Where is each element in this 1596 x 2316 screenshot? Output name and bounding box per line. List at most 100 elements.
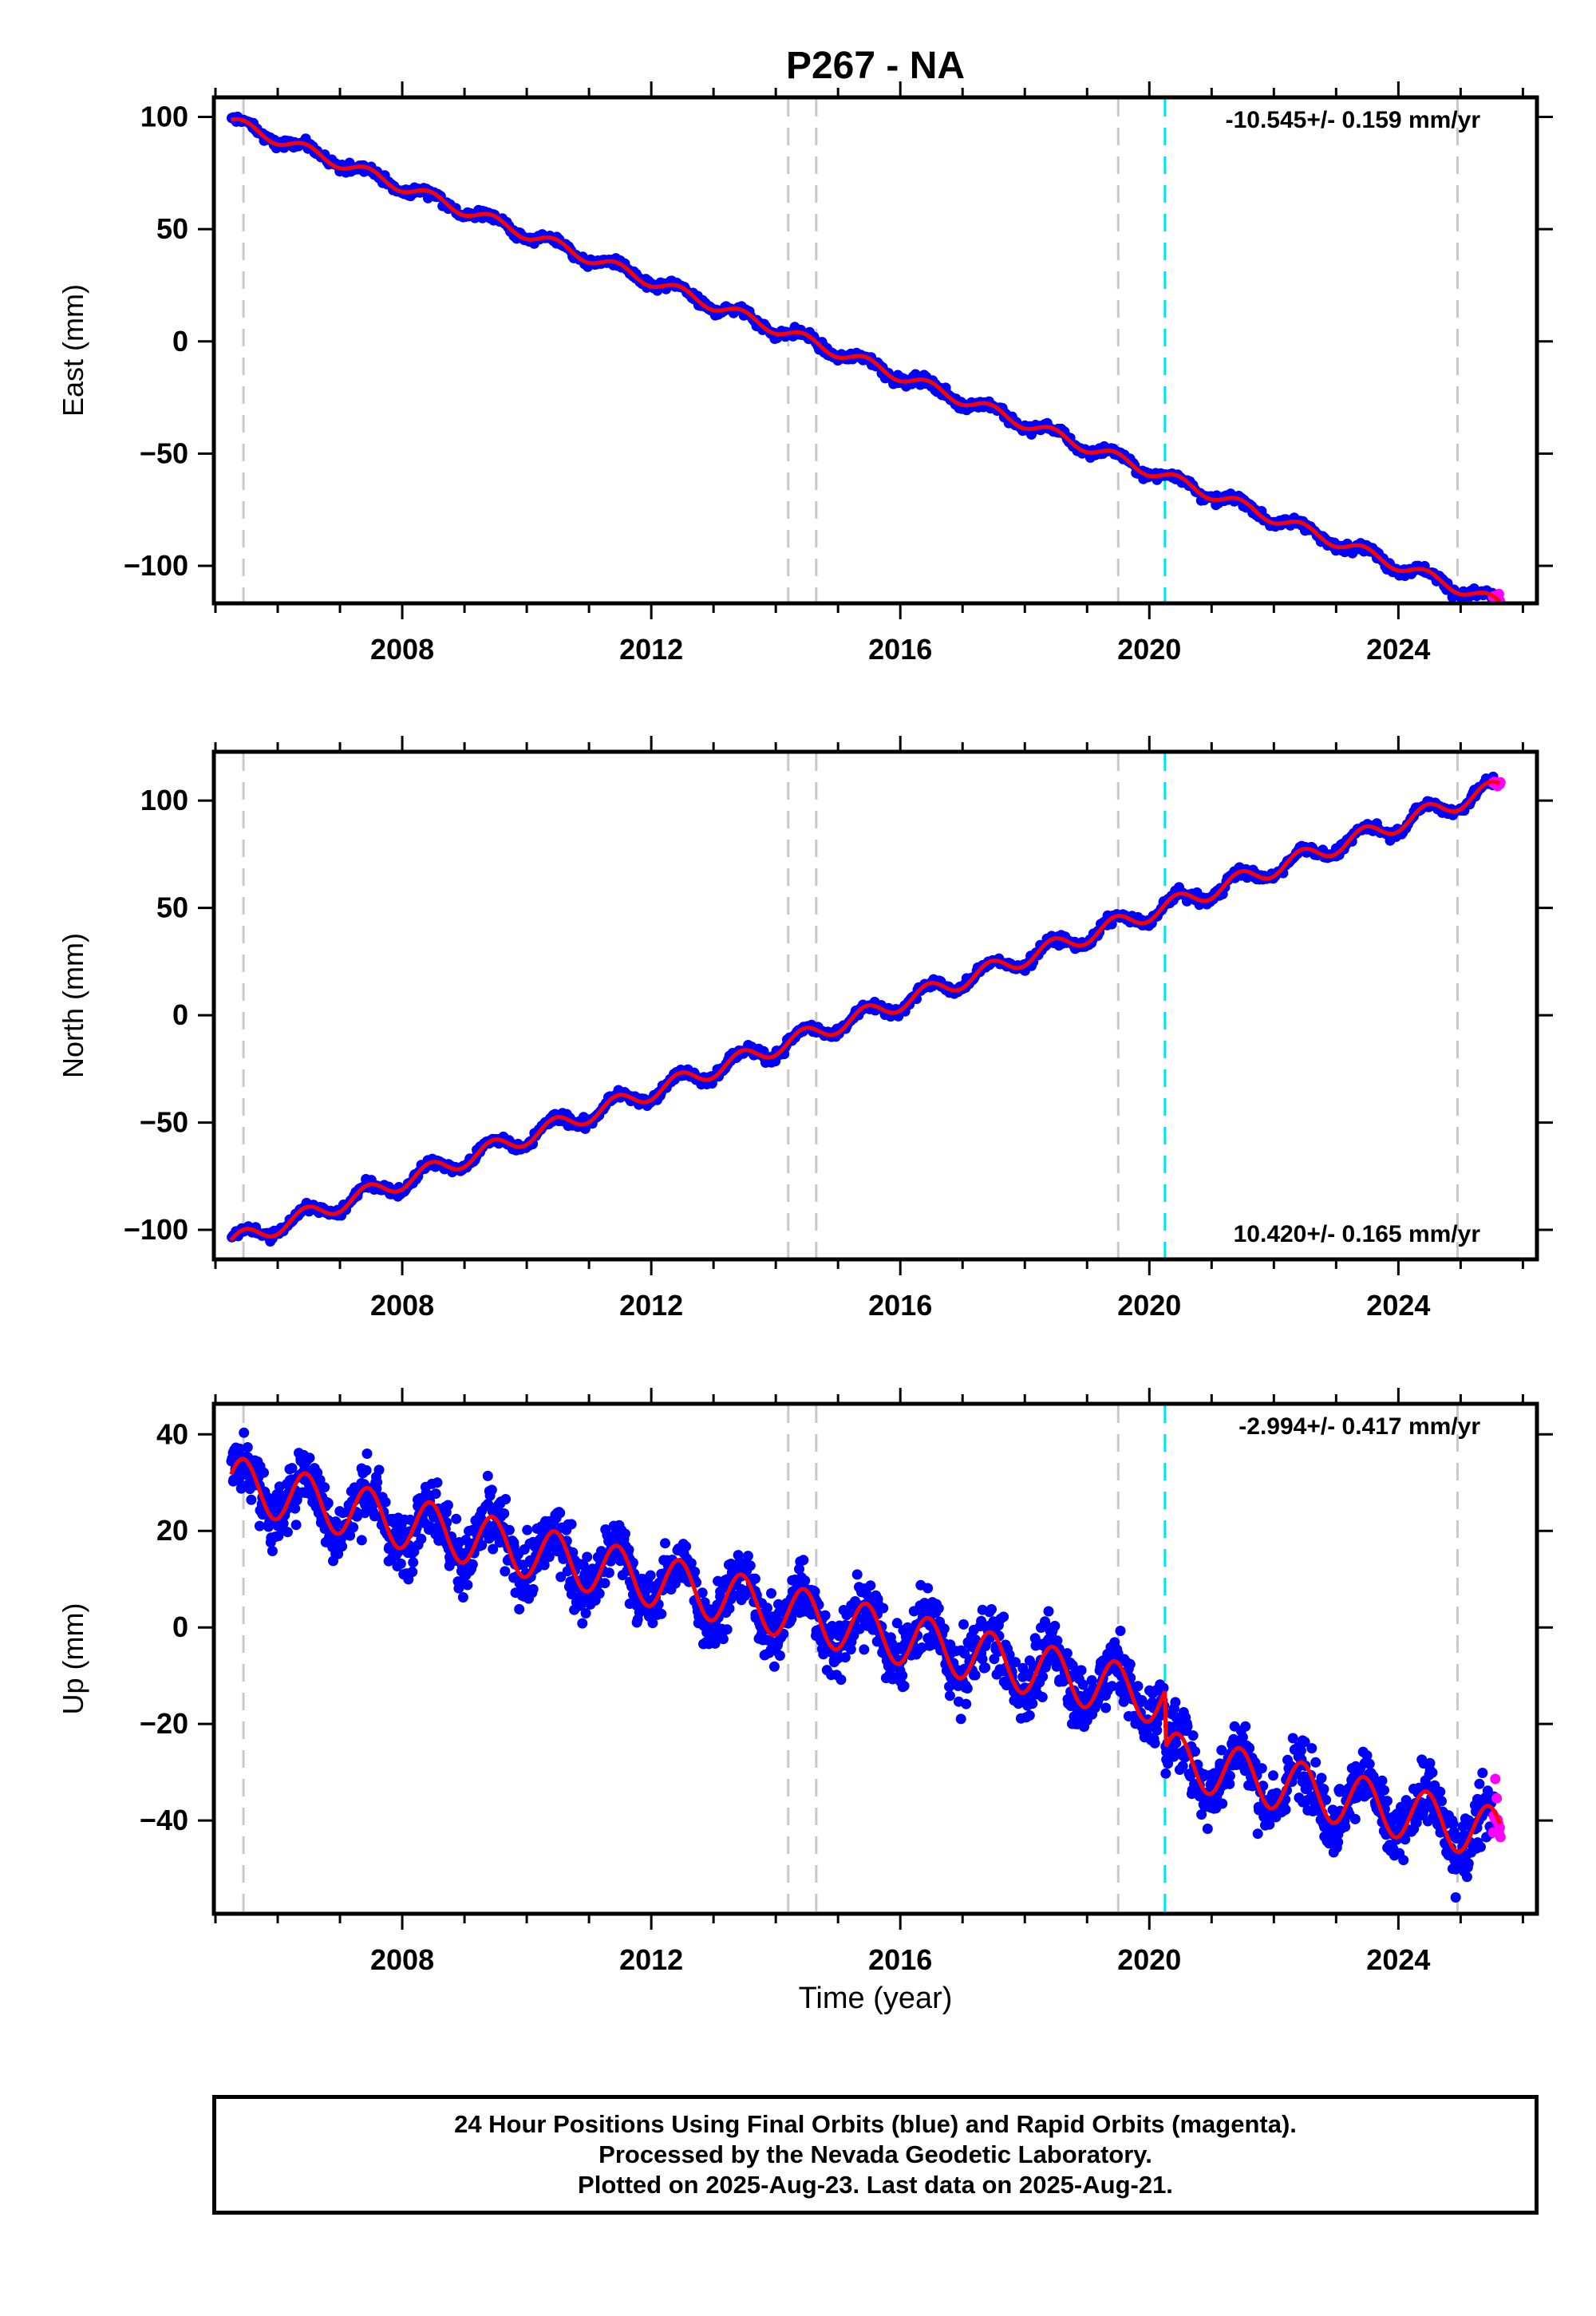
data-point-final <box>1217 1798 1228 1809</box>
data-point-final <box>1364 1758 1375 1769</box>
data-point-final <box>1377 1775 1388 1786</box>
data-point-rapid <box>1494 1822 1505 1833</box>
data-point-final <box>356 1535 367 1546</box>
data-point-final <box>395 1558 406 1569</box>
data-point-final <box>1224 1770 1235 1781</box>
data-point-final <box>619 1528 630 1539</box>
data-point-final <box>1306 1743 1317 1754</box>
data-point-final <box>361 1464 372 1476</box>
y-axis-label: Up (mm) <box>57 1603 89 1715</box>
data-point-final <box>408 1557 419 1568</box>
y-tick-label: −40 <box>140 1804 188 1836</box>
data-point-final <box>407 1567 418 1578</box>
data-point-final <box>645 1570 656 1581</box>
data-point-final <box>290 1503 301 1514</box>
data-point-final <box>522 1524 533 1535</box>
data-point-final <box>235 1443 245 1454</box>
data-point-final <box>922 1583 934 1594</box>
data-point-final <box>1461 1871 1472 1883</box>
data-point-final <box>938 1623 950 1634</box>
data-point-final <box>1476 1841 1486 1852</box>
data-point-final <box>1463 1858 1474 1869</box>
data-point-final <box>290 1520 302 1531</box>
data-point-final <box>1381 1796 1393 1807</box>
data-point-final <box>500 1566 511 1577</box>
data-point-rapid <box>1491 1792 1503 1804</box>
velocity-label: 10.420+/- 0.165 mm/yr <box>1234 1221 1481 1247</box>
data-point-final <box>482 1470 493 1481</box>
data-point-rapid <box>1490 1773 1501 1784</box>
data-point-final <box>749 1573 760 1584</box>
data-point-final <box>1037 1692 1048 1702</box>
data-point-final <box>1477 1768 1488 1778</box>
data-point-final <box>1061 1648 1073 1659</box>
data-point-final <box>899 1681 910 1691</box>
data-point-final <box>836 1674 847 1686</box>
data-point-final <box>978 1662 990 1674</box>
y-tick-label: 0 <box>172 998 188 1031</box>
data-point-final <box>1287 1733 1298 1744</box>
processing-info-line: Processed by the Nevada Geodetic Laborat… <box>598 2140 1152 2168</box>
x-tick-label: 2008 <box>370 1943 434 1976</box>
data-point-final <box>1202 1824 1213 1834</box>
data-point-final <box>681 1541 692 1552</box>
data-point-final <box>580 1608 591 1618</box>
data-point-final <box>319 1482 330 1493</box>
data-point-final <box>467 1559 478 1570</box>
data-point-final <box>742 1551 753 1562</box>
data-point-final <box>656 1608 667 1619</box>
data-point-final <box>1043 1606 1054 1617</box>
data-point-final <box>416 1533 427 1544</box>
data-point-rapid <box>1495 1832 1506 1843</box>
data-point-final <box>774 1650 785 1661</box>
data-point-final <box>451 1513 462 1524</box>
x-tick-label: 2024 <box>1366 1289 1430 1322</box>
data-point-final <box>462 1579 473 1591</box>
data-point-final <box>457 1592 468 1603</box>
x-tick-label: 2020 <box>1117 633 1181 666</box>
panel-north: −100 −50 0 50 100 2008 2012 2016 2020 2024 North (… <box>57 736 1553 1322</box>
data-point-final <box>1318 1784 1329 1795</box>
plot-frame <box>211 95 1539 606</box>
y-axis-label: North (mm) <box>57 933 89 1078</box>
data-point-final <box>1450 1892 1461 1903</box>
data-point-final <box>1316 1773 1327 1784</box>
data-point-final <box>599 1578 610 1589</box>
data-point-final <box>246 1494 257 1505</box>
data-point-final <box>322 1497 334 1508</box>
data-point-final <box>721 1624 733 1635</box>
plot-frame <box>211 749 1539 1262</box>
x-tick-label: 2008 <box>370 633 434 666</box>
y-tick-label: 50 <box>156 212 188 245</box>
velocity-label: -10.545+/- 0.159 mm/yr <box>1226 107 1481 133</box>
data-point-final <box>1124 1658 1136 1670</box>
data-point-final <box>1115 1626 1126 1636</box>
data-point-final <box>1340 1821 1351 1832</box>
data-point-final <box>958 1618 969 1630</box>
data-point-final <box>1160 1768 1171 1779</box>
data-point-final <box>717 1634 729 1645</box>
data-point-final <box>594 1588 605 1599</box>
processing-info-line: 24 Hour Positions Using Final Orbits (bl… <box>454 2110 1297 2138</box>
data-point-final <box>1027 1698 1038 1709</box>
final-orbits-points <box>226 1427 1499 1903</box>
x-tick-label: 2012 <box>619 633 683 666</box>
x-tick-label: 2016 <box>868 1943 932 1976</box>
data-point-final <box>970 1670 981 1681</box>
data-point-final <box>582 1551 593 1563</box>
data-point-final <box>768 1661 780 1672</box>
data-point-final <box>1349 1813 1361 1824</box>
data-point-final <box>348 1522 359 1533</box>
y-tick-label: 0 <box>172 325 188 358</box>
data-point-final <box>1132 1681 1144 1692</box>
velocity-label: -2.994+/- 0.417 mm/yr <box>1238 1413 1480 1440</box>
y-tick-label: 40 <box>156 1417 188 1450</box>
data-point-final <box>504 1524 515 1535</box>
data-point-final <box>851 1569 863 1580</box>
y-tick-label: 50 <box>156 891 188 924</box>
y-axis-label: East (mm) <box>57 284 89 417</box>
data-point-final <box>1398 1855 1409 1866</box>
data-point-final <box>259 1467 269 1478</box>
data-point-final <box>1024 1710 1035 1721</box>
data-point-final <box>1049 1620 1061 1631</box>
